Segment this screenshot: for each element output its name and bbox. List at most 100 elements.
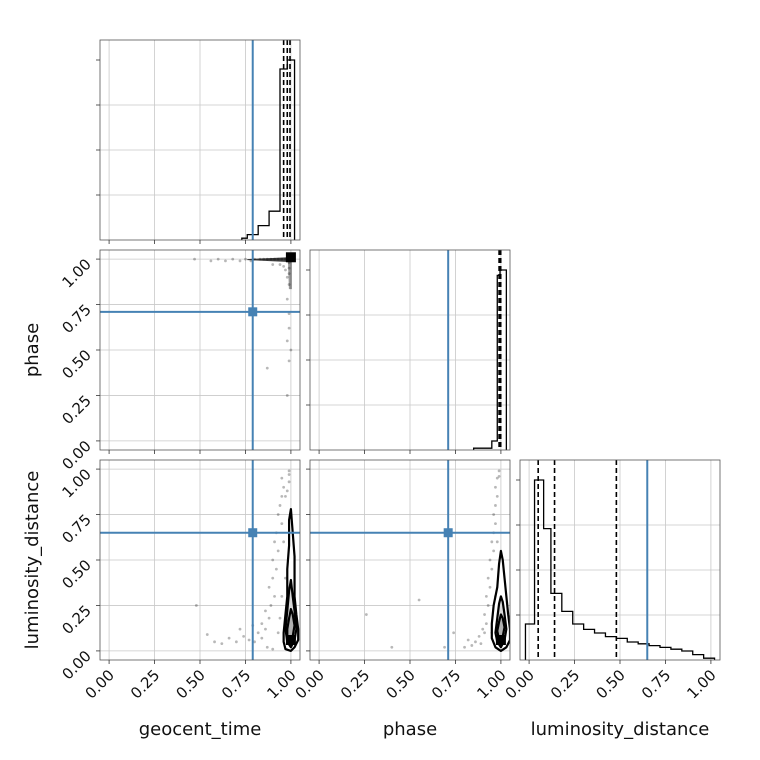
sample-point bbox=[253, 640, 256, 644]
sample-point bbox=[484, 622, 488, 626]
sample-point bbox=[479, 642, 483, 646]
sample-point bbox=[497, 469, 501, 473]
sample-point bbox=[193, 257, 196, 261]
sample-point bbox=[227, 636, 231, 640]
peak-marker bbox=[285, 635, 296, 645]
sample-point bbox=[463, 645, 466, 649]
x-axis-label-phase: phase bbox=[383, 719, 437, 740]
x-tick-label: 0.75 bbox=[638, 666, 674, 702]
x-tick-label: 0.00 bbox=[82, 666, 118, 702]
sample-point bbox=[276, 631, 280, 635]
sample-point bbox=[483, 613, 486, 616]
y-tick-label: 1.00 bbox=[58, 255, 94, 291]
sample-point bbox=[280, 594, 284, 598]
sample-point bbox=[417, 598, 421, 602]
truth-marker bbox=[443, 528, 453, 538]
sample-point bbox=[244, 257, 247, 261]
sample-point bbox=[477, 634, 481, 638]
sample-point bbox=[267, 616, 271, 620]
x-tick-label: 0.50 bbox=[382, 666, 418, 702]
truth-marker bbox=[248, 528, 258, 538]
sample-point bbox=[287, 312, 291, 316]
x-tick-label: 1.00 bbox=[683, 666, 719, 702]
sample-point bbox=[287, 326, 291, 330]
sample-point bbox=[224, 259, 227, 263]
sample-point bbox=[287, 480, 291, 484]
sample-point bbox=[260, 636, 264, 640]
truth-marker bbox=[248, 307, 258, 317]
sample-point bbox=[209, 259, 213, 263]
sample-point bbox=[284, 268, 287, 272]
x-tick-label: 0.75 bbox=[218, 666, 254, 702]
sample-point bbox=[452, 631, 456, 635]
y-tick-label: 0.25 bbox=[58, 392, 94, 428]
sample-point bbox=[247, 638, 251, 642]
sample-point bbox=[287, 359, 291, 363]
sample-point bbox=[443, 645, 446, 649]
sample-point bbox=[390, 645, 394, 649]
y-axis-label-luminosity-distance: luminosity_distance bbox=[22, 471, 43, 650]
x-tick-label: 1.00 bbox=[473, 666, 509, 702]
x-tick-label: 0.50 bbox=[172, 666, 208, 702]
y-tick-label: 1.00 bbox=[58, 465, 94, 501]
sample-point bbox=[276, 513, 280, 516]
sample-point bbox=[481, 627, 485, 631]
x-axis-label-geocent-time: geocent_time bbox=[139, 719, 262, 740]
sample-point bbox=[287, 283, 291, 286]
y-tick-label: 0.25 bbox=[58, 602, 94, 638]
sample-point bbox=[280, 494, 284, 498]
sample-point bbox=[271, 558, 275, 562]
sample-point bbox=[213, 640, 216, 644]
y-tick-label: 0.00 bbox=[58, 647, 94, 683]
sample-point bbox=[274, 567, 278, 571]
sample-point bbox=[205, 633, 209, 636]
sample-point bbox=[267, 585, 271, 589]
sample-point bbox=[488, 585, 492, 589]
sample-point bbox=[497, 474, 501, 478]
sample-point bbox=[220, 642, 224, 646]
sample-point bbox=[265, 366, 269, 370]
sample-point bbox=[364, 613, 368, 616]
sample-point bbox=[264, 609, 267, 613]
x-tick-label: 0.00 bbox=[292, 666, 328, 702]
panel-phase-vs-geocent-time bbox=[100, 250, 300, 450]
sample-point bbox=[470, 644, 474, 647]
sample-point bbox=[285, 489, 289, 493]
sample-point bbox=[280, 476, 284, 480]
sample-point bbox=[285, 339, 289, 343]
peak-marker bbox=[495, 635, 506, 645]
sample-point bbox=[486, 576, 490, 580]
y-axis-label-phase: phase bbox=[22, 323, 43, 377]
sample-point bbox=[271, 263, 275, 266]
sample-point bbox=[242, 634, 246, 638]
sample-point bbox=[287, 473, 291, 476]
sample-point bbox=[271, 647, 275, 651]
sample-point bbox=[490, 567, 494, 571]
sample-point bbox=[492, 513, 496, 516]
sample-point bbox=[238, 259, 242, 263]
histogram-step-geocent_time bbox=[241, 59, 296, 240]
sample-point bbox=[278, 616, 282, 620]
tick-layer: 0.00 0.25 0.50 0.75 1.000.00 0.25 0.50 0.75 1.00… bbox=[58, 59, 720, 702]
sample-point bbox=[278, 263, 282, 266]
sample-point bbox=[238, 627, 242, 631]
panel-distance-vs-phase bbox=[310, 460, 510, 660]
sample-point bbox=[256, 631, 260, 635]
sample-point bbox=[264, 627, 267, 631]
sample-point bbox=[216, 257, 220, 261]
sample-point bbox=[492, 549, 496, 553]
y-tick-label: 0.75 bbox=[58, 511, 94, 547]
sample-point bbox=[282, 485, 286, 489]
sample-point bbox=[494, 485, 497, 489]
sample-point bbox=[486, 604, 490, 607]
sample-point bbox=[284, 494, 287, 498]
panel-hist-geocent-time bbox=[100, 40, 300, 240]
sample-point bbox=[289, 348, 293, 352]
sample-point bbox=[494, 504, 497, 507]
sample-point bbox=[280, 522, 284, 526]
x-tick-label: 0.25 bbox=[127, 666, 163, 702]
sample-point bbox=[265, 645, 269, 649]
x-tick-label: 0.25 bbox=[547, 666, 583, 702]
x-tick-label: 0.00 bbox=[502, 666, 538, 702]
peak-marker bbox=[285, 252, 296, 263]
